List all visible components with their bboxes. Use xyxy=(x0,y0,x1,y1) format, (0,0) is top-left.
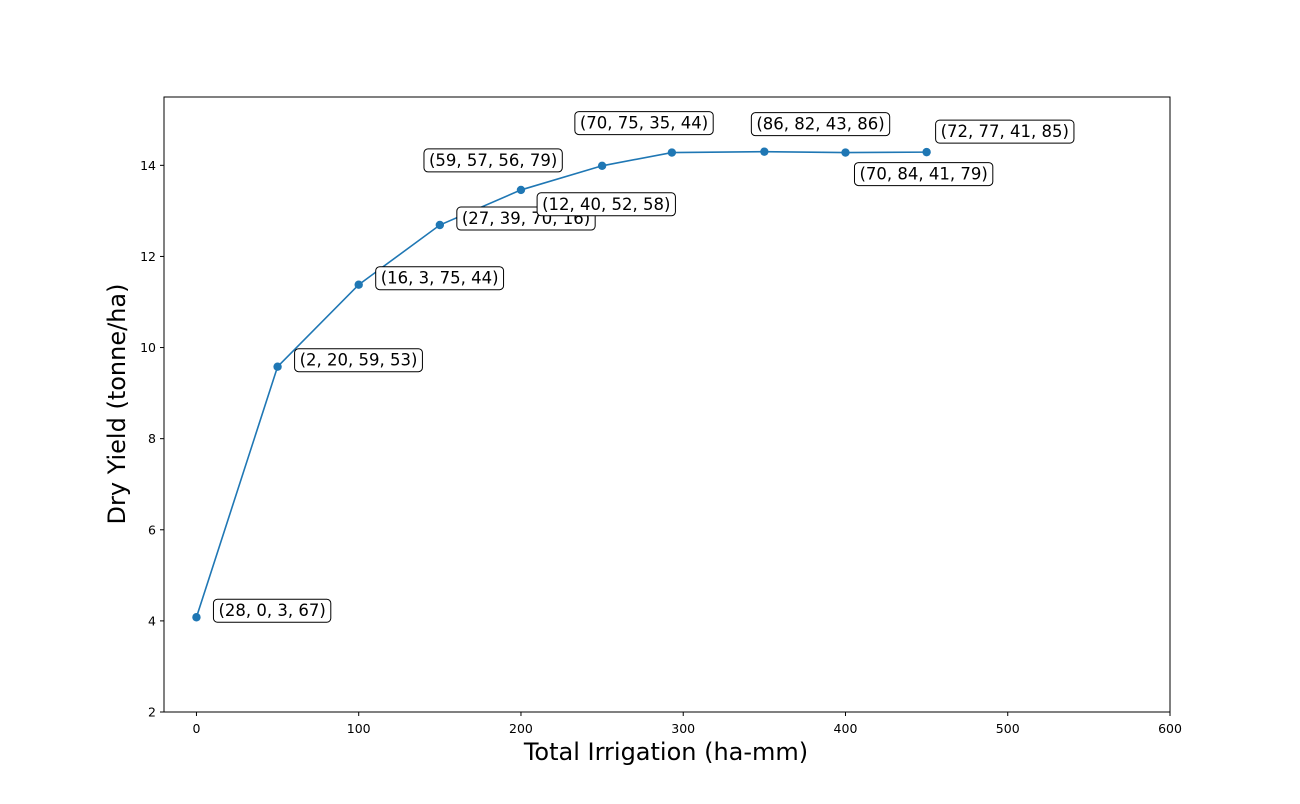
axes-layer: 0 100 200 300 400 500 600 2 4 6 8 10 12 14 xyxy=(140,96,1182,736)
annotation-label: (72, 77, 41, 85) xyxy=(941,122,1069,141)
point-annotation: (28, 0, 3, 67) xyxy=(212,598,332,623)
point-annotation: (2, 20, 59, 53) xyxy=(294,348,423,373)
y-tick-label: 2 xyxy=(148,705,156,720)
x-tick-label: 200 xyxy=(509,721,533,736)
y-tick-label: 6 xyxy=(148,522,156,537)
x-axis-label: Total Irrigation (ha-mm) xyxy=(523,738,808,766)
annotation-label: (2, 20, 59, 53) xyxy=(300,351,418,370)
data-point xyxy=(922,147,931,157)
annotation-box xyxy=(536,192,676,217)
annotation-box xyxy=(750,112,891,137)
x-tick-label: 500 xyxy=(996,721,1020,736)
data-point xyxy=(760,147,769,156)
y-tick-label: 14 xyxy=(140,158,156,173)
annotation-label: (59, 57, 56, 79) xyxy=(429,151,557,170)
y-tick-label: 10 xyxy=(140,340,156,355)
x-tick-label: 600 xyxy=(1158,721,1182,736)
annotation-box xyxy=(935,119,1075,144)
point-annotation: (12, 40, 52, 58) xyxy=(536,192,676,217)
point-annotation: (72, 77, 41, 85) xyxy=(935,119,1075,144)
annotation-label: (28, 0, 3, 67) xyxy=(218,601,325,620)
data-point xyxy=(192,613,201,622)
annotation-box xyxy=(294,348,423,373)
plot-layer: (28, 0, 3, 67) (2, 20, 59, 53) (16, 3, 75,… xyxy=(192,111,1075,623)
y-axis-label: Dry Yield (tonne/ha) xyxy=(103,284,131,525)
x-tick-label: 0 xyxy=(192,721,200,736)
annotation-label: (16, 3, 75, 44) xyxy=(381,269,499,288)
data-point xyxy=(273,362,282,371)
annotation-box xyxy=(423,148,563,173)
point-annotation: (70, 84, 41, 79) xyxy=(853,162,994,187)
annotation-box xyxy=(212,598,332,623)
annotation-label: (86, 82, 43, 86) xyxy=(756,115,884,134)
y-tick-label: 12 xyxy=(140,249,156,264)
y-tick-label: 4 xyxy=(148,613,156,628)
annotation-box xyxy=(853,162,994,187)
data-point xyxy=(435,220,445,230)
point-annotation: (16, 3, 75, 44) xyxy=(375,266,505,291)
x-tick-label: 400 xyxy=(834,721,858,736)
x-tick-label: 300 xyxy=(671,721,695,736)
annotation-label: (12, 40, 52, 58) xyxy=(542,195,670,214)
point-annotation: (86, 82, 43, 86) xyxy=(750,112,891,137)
point-annotation: (59, 57, 56, 79) xyxy=(423,148,563,173)
point-annotation: (70, 75, 35, 44) xyxy=(574,111,714,136)
annotation-label: (70, 75, 35, 44) xyxy=(580,114,708,133)
data-point xyxy=(597,161,607,170)
plot-frame xyxy=(163,96,1171,713)
series-line xyxy=(195,150,927,618)
annotation-box xyxy=(574,111,714,136)
y-tick-label: 8 xyxy=(148,431,156,446)
annotation-box xyxy=(375,266,505,291)
data-point xyxy=(516,185,526,195)
data-point xyxy=(841,148,850,157)
x-tick-label: 100 xyxy=(347,721,371,736)
annotation-label: (70, 84, 41, 79) xyxy=(859,165,987,184)
data-point xyxy=(354,280,363,289)
data-point xyxy=(667,148,677,157)
